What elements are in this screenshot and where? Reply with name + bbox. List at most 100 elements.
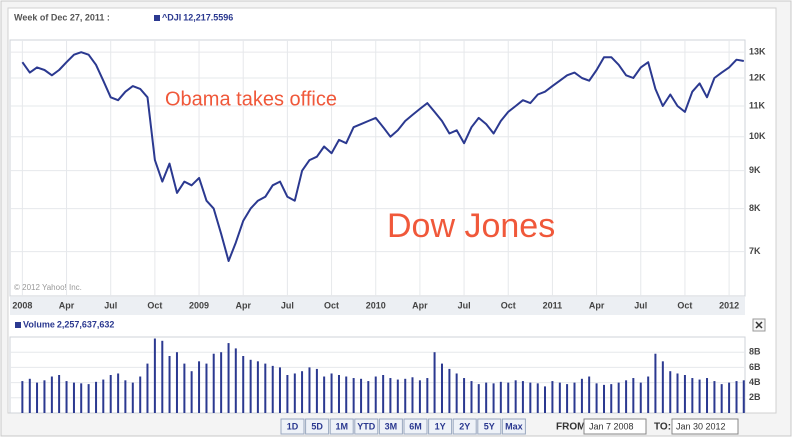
volume-bar [536, 383, 539, 413]
volume-bar [713, 381, 716, 413]
x-tick-label: Jul [104, 300, 117, 310]
volume-bar [426, 378, 429, 413]
to-input[interactable] [671, 418, 739, 435]
range-button-label[interactable]: YTD [357, 421, 376, 431]
x-tick-label: Oct [324, 300, 339, 310]
volume-bar [374, 376, 377, 413]
volume-bar [603, 384, 606, 413]
volume-bar [301, 371, 304, 413]
volume-bar [440, 363, 443, 413]
range-button[interactable] [477, 418, 502, 435]
range-button[interactable] [280, 418, 305, 435]
volume-bar [337, 375, 340, 413]
volume-bar [742, 380, 745, 413]
volume-bar [124, 380, 127, 413]
volume-bar [234, 348, 237, 413]
range-button[interactable] [305, 418, 330, 435]
volume-bar [28, 378, 31, 413]
volume-bar [639, 382, 642, 413]
range-button[interactable] [354, 418, 379, 435]
period-label: Week of Dec 27, 2011 : [14, 12, 110, 22]
volume-bar [396, 379, 399, 413]
volume-bar [323, 376, 326, 413]
volume-bar [647, 376, 650, 413]
volume-bar [728, 382, 731, 413]
copyright: © 2012 Yahoo! Inc. [14, 283, 82, 292]
range-button[interactable] [378, 418, 403, 435]
volume-bar [278, 367, 281, 413]
volume-bar [418, 380, 421, 413]
legend-name: ^DJI [162, 12, 181, 22]
volume-bar [352, 378, 355, 413]
y-tick-label: 8K [749, 203, 761, 213]
x-tick-label: Oct [501, 300, 516, 310]
plot-area [9, 39, 746, 297]
volume-bar [543, 386, 546, 413]
volume-bar [632, 378, 635, 413]
legend-value: 2,257,637,632 [57, 319, 115, 329]
annotation: Obama takes office [165, 88, 337, 110]
volume-bar [58, 375, 61, 413]
x-tick-label: 2011 [543, 300, 563, 310]
from-value[interactable]: Jan 7 2008 [589, 421, 634, 431]
range-button-label[interactable]: 3M [385, 421, 398, 431]
volume-bar [220, 352, 223, 413]
volume-bar [205, 363, 208, 413]
range-button[interactable] [403, 418, 428, 435]
range-button[interactable] [428, 418, 453, 435]
volume-bar [455, 373, 458, 413]
volume-bar [499, 381, 502, 413]
volume-bar [161, 340, 164, 413]
x-tick-label: Apr [59, 300, 75, 310]
range-button[interactable] [452, 418, 477, 435]
range-button[interactable] [329, 418, 354, 435]
volume-bar [654, 353, 657, 413]
range-button-label[interactable]: 2Y [459, 421, 470, 431]
volume-bar [249, 359, 252, 413]
x-tick-label: Apr [235, 300, 251, 310]
plot-area [9, 336, 746, 414]
x-axis-band [10, 297, 745, 315]
volume-bar [80, 383, 83, 413]
annotation: Dow Jones [387, 207, 555, 245]
x-tick-label: Apr [412, 300, 428, 310]
volume-bar [706, 378, 709, 413]
range-button-label[interactable]: 5D [311, 421, 323, 431]
range-button-label[interactable]: 1Y [435, 421, 446, 431]
y-tick-label: 12K [749, 72, 766, 82]
volume-bar [485, 382, 488, 413]
range-button-label[interactable]: Max [505, 421, 523, 431]
volume-bar [131, 382, 134, 413]
volume-bar [566, 384, 569, 413]
volume-bar [683, 375, 686, 413]
close-icon[interactable] [755, 321, 763, 329]
volume-bar [617, 382, 620, 413]
volume-bar [168, 356, 171, 413]
range-button-label[interactable]: 5Y [484, 421, 495, 431]
volume-bar [153, 338, 156, 413]
x-tick-label: 2012 [719, 300, 739, 310]
x-tick-label: 2010 [366, 300, 386, 310]
volume-bar [146, 363, 149, 413]
x-tick-label: Apr [589, 300, 605, 310]
volume-bar [580, 378, 583, 413]
volume-bar [43, 380, 46, 413]
volume-bar [190, 371, 193, 413]
to-label: TO: [654, 422, 671, 433]
volume-bar [256, 361, 259, 413]
range-button[interactable] [501, 418, 526, 435]
volume-bar [72, 382, 75, 413]
range-button-label[interactable]: 6M [409, 421, 422, 431]
volume-bar [117, 373, 120, 413]
range-button-label[interactable]: 1D [287, 421, 299, 431]
volume-bar [595, 383, 598, 413]
price-line [21, 51, 744, 262]
range-button-label[interactable]: 1M [335, 421, 348, 431]
from-input[interactable] [583, 418, 647, 435]
to-value[interactable]: Jan 30 2012 [676, 421, 726, 431]
volume-bar [242, 356, 245, 413]
volume-bar [198, 361, 201, 413]
legend-value: 12,217.5596 [183, 12, 233, 22]
y-tick-label: 7K [749, 246, 761, 256]
volume-bar [109, 375, 112, 413]
